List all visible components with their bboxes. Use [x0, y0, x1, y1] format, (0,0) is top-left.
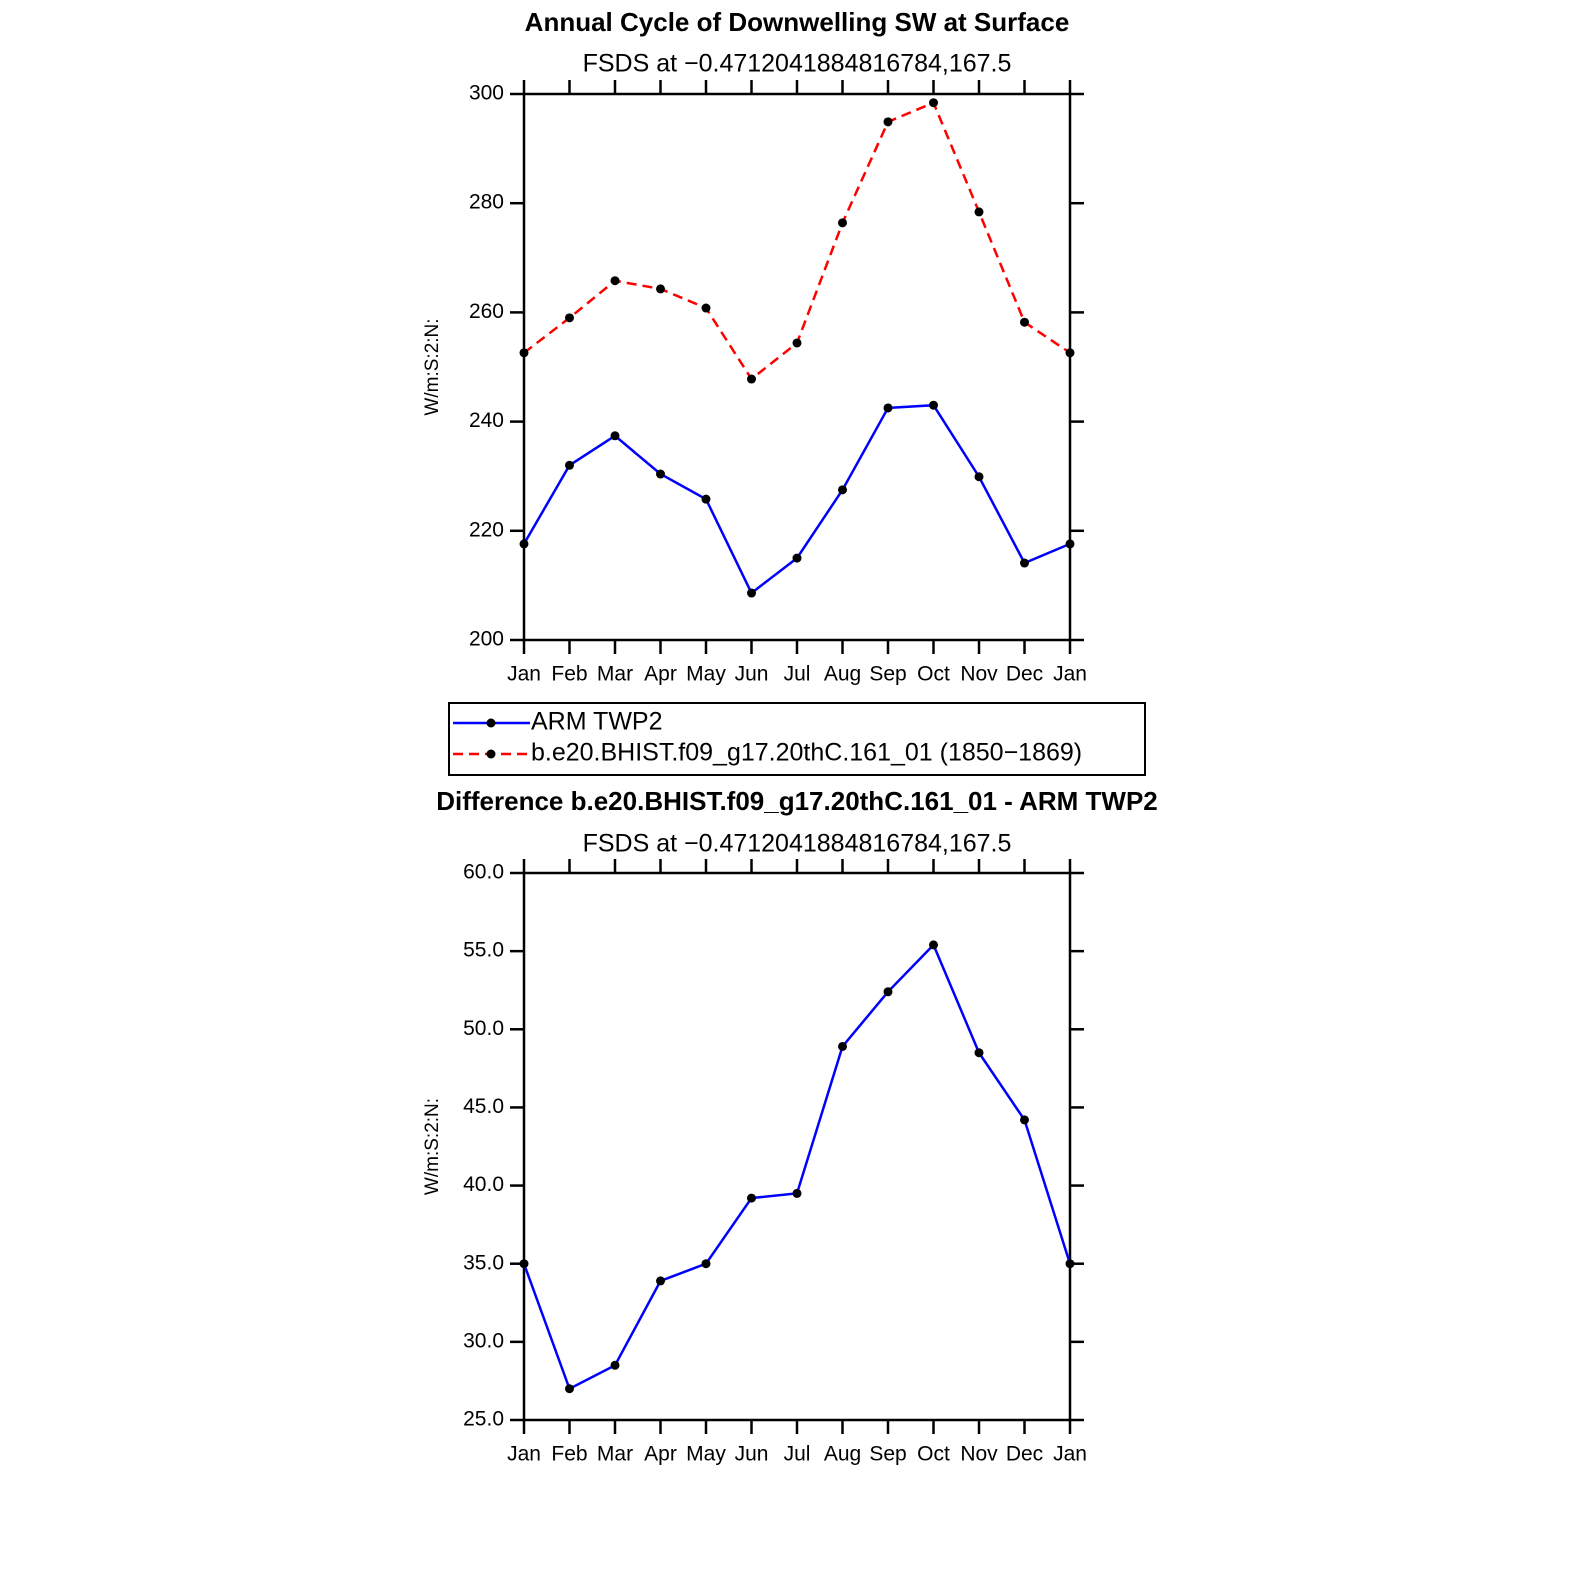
data-point — [656, 284, 665, 294]
data-point — [565, 1384, 574, 1394]
data-point — [883, 403, 893, 413]
y-tick-label: 30.0 — [463, 1329, 504, 1352]
x-tick-label: Nov — [960, 1443, 998, 1466]
data-point — [519, 1259, 529, 1269]
x-tick-label: Nov — [960, 663, 998, 686]
y-tick-label: 280 — [469, 191, 504, 214]
chart-title: Annual Cycle of Downwelling SW at Surfac… — [525, 7, 1070, 37]
y-tick-label: 45.0 — [463, 1095, 504, 1118]
legend-label: b.e20.BHIST.f09_g17.20thC.161_01 (1850−1… — [531, 739, 1082, 767]
legend-box — [448, 702, 1146, 776]
data-point — [656, 1276, 665, 1286]
x-tick-label: Sep — [869, 663, 906, 686]
series-line — [522, 403, 1071, 595]
x-tick-label: Aug — [824, 1443, 861, 1466]
x-tick-label: Jan — [1053, 1443, 1087, 1466]
legend-marker — [486, 718, 496, 728]
series-line — [523, 101, 1071, 381]
data-point — [974, 472, 984, 482]
legend-label: ARM TWP2 — [531, 708, 663, 736]
chart-subtitle: FSDS at −0.4712041884816784,167.5 — [583, 830, 1012, 858]
data-point — [1020, 1115, 1029, 1125]
data-point — [1020, 558, 1029, 568]
x-tick-label: Jun — [735, 663, 769, 686]
data-point — [929, 940, 938, 950]
x-tick-label: Feb — [551, 663, 587, 686]
x-tick-label: Jan — [1053, 663, 1087, 686]
data-point — [565, 460, 574, 470]
x-tick-label: Dec — [1006, 663, 1043, 686]
data-point — [1065, 348, 1075, 358]
data-point — [792, 1188, 802, 1198]
x-tick-label: Apr — [644, 663, 677, 686]
data-point — [747, 588, 756, 598]
data-point — [1065, 539, 1075, 549]
y-tick-label: 300 — [469, 82, 504, 105]
data-point — [610, 276, 620, 286]
data-point — [701, 494, 711, 504]
y-tick-label: 260 — [469, 300, 504, 323]
y-tick-label: 200 — [469, 628, 504, 651]
data-point — [1020, 317, 1029, 327]
y-tick-label: 240 — [469, 409, 504, 432]
data-point — [519, 348, 529, 358]
data-point — [883, 117, 893, 127]
series-line — [522, 942, 1072, 1391]
data-point — [929, 98, 938, 108]
data-point — [565, 313, 574, 323]
y-tick-label: 60.0 — [463, 861, 504, 884]
data-point — [519, 539, 529, 549]
plot-frame — [522, 871, 1072, 1422]
y-tick-label: 55.0 — [463, 939, 504, 962]
x-tick-label: Jul — [784, 1443, 811, 1466]
data-point — [1065, 1259, 1075, 1269]
data-point — [838, 485, 847, 495]
data-point — [701, 1259, 711, 1269]
data-point — [656, 469, 665, 479]
x-tick-label: May — [686, 663, 726, 686]
data-point — [610, 431, 620, 441]
data-point — [610, 1360, 620, 1370]
x-tick-label: Feb — [551, 1443, 587, 1466]
data-point — [974, 1048, 984, 1058]
chart-subtitle: FSDS at −0.4712041884816784,167.5 — [583, 50, 1012, 78]
y-tick-label: 35.0 — [463, 1251, 504, 1274]
chart-title: Difference b.e20.BHIST.f09_g17.20thC.161… — [436, 786, 1158, 816]
x-tick-label: Mar — [597, 1443, 633, 1466]
x-tick-label: Jan — [507, 1443, 541, 1466]
x-tick-label: Jun — [735, 1443, 769, 1466]
x-tick-label: Apr — [644, 1443, 677, 1466]
legend-marker — [486, 749, 496, 759]
data-point — [747, 374, 756, 384]
data-point — [838, 1041, 847, 1051]
data-point — [974, 207, 984, 217]
y-axis-label: W/m:S:2:N: — [422, 318, 443, 415]
x-tick-label: Aug — [824, 663, 861, 686]
y-tick-label: 50.0 — [463, 1017, 504, 1040]
x-tick-label: Oct — [917, 663, 950, 686]
data-point — [838, 218, 847, 228]
x-tick-label: Jul — [784, 663, 811, 686]
x-tick-label: Sep — [869, 1443, 906, 1466]
x-tick-label: Dec — [1006, 1443, 1043, 1466]
x-tick-label: Mar — [597, 663, 633, 686]
x-tick-label: May — [686, 1443, 726, 1466]
x-tick-label: Oct — [917, 1443, 950, 1466]
data-point — [883, 987, 893, 997]
y-tick-label: 25.0 — [463, 1408, 504, 1431]
data-point — [792, 553, 802, 563]
data-point — [747, 1193, 756, 1203]
y-axis-label: W/m:S:2:N: — [422, 1098, 443, 1195]
data-point — [701, 303, 711, 313]
data-point — [792, 338, 802, 348]
x-tick-label: Jan — [507, 663, 541, 686]
y-tick-label: 40.0 — [463, 1173, 504, 1196]
data-point — [929, 400, 938, 410]
y-tick-label: 220 — [469, 518, 504, 541]
